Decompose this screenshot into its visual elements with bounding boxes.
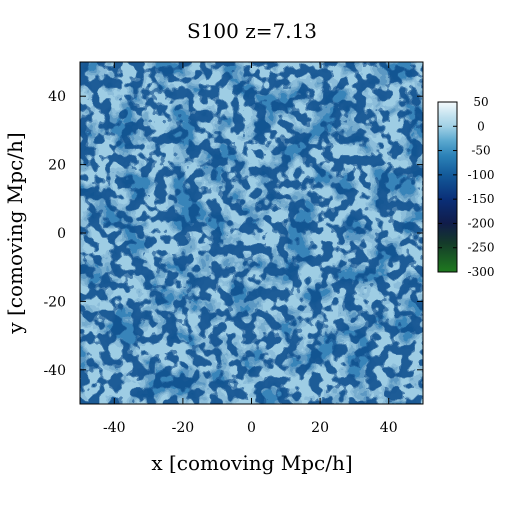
colorbar-tick-label: -250 bbox=[468, 241, 495, 255]
y-axis-label: y [comoving Mpc/h] bbox=[3, 132, 27, 334]
colorbar-tick-label: 0 bbox=[477, 119, 485, 133]
y-tick-label: 0 bbox=[57, 226, 66, 242]
y-tick-label: -20 bbox=[43, 294, 66, 310]
colorbar-tick-label: -100 bbox=[468, 168, 495, 182]
y-axis: -40 -20 0 20 40 bbox=[43, 89, 423, 379]
colorbar-tick-label: -150 bbox=[468, 192, 495, 206]
y-tick-label: 40 bbox=[48, 89, 66, 105]
x-tick-label: 20 bbox=[311, 420, 329, 436]
x-axis: -40 -20 0 20 40 bbox=[103, 62, 398, 436]
colorbar-ticks: 50 0 -50 -100 -150 -200 -250 -300 bbox=[438, 95, 494, 279]
y-tick-label: 20 bbox=[48, 158, 66, 174]
x-tick-label: -20 bbox=[172, 420, 195, 436]
x-tick-label: -40 bbox=[103, 420, 126, 436]
x-axis-label: x [comoving Mpc/h] bbox=[151, 451, 352, 475]
x-tick-label: 0 bbox=[247, 420, 256, 436]
chart-title: S100 z=7.13 bbox=[187, 19, 317, 43]
colorbar-tick-label: -50 bbox=[471, 144, 490, 158]
colorbar-scale bbox=[437, 101, 458, 273]
y-tick-label: -40 bbox=[43, 363, 66, 379]
plot-area bbox=[79, 61, 424, 405]
colorbar: 50 0 -50 -100 -150 -200 -250 -300 bbox=[437, 95, 494, 279]
colorbar-tick-label: 50 bbox=[473, 95, 488, 109]
colorbar-tick-label: -300 bbox=[468, 265, 495, 279]
colorbar-tick-label: -200 bbox=[468, 216, 495, 230]
x-tick-label: 40 bbox=[380, 420, 398, 436]
field-structure bbox=[80, 62, 423, 404]
